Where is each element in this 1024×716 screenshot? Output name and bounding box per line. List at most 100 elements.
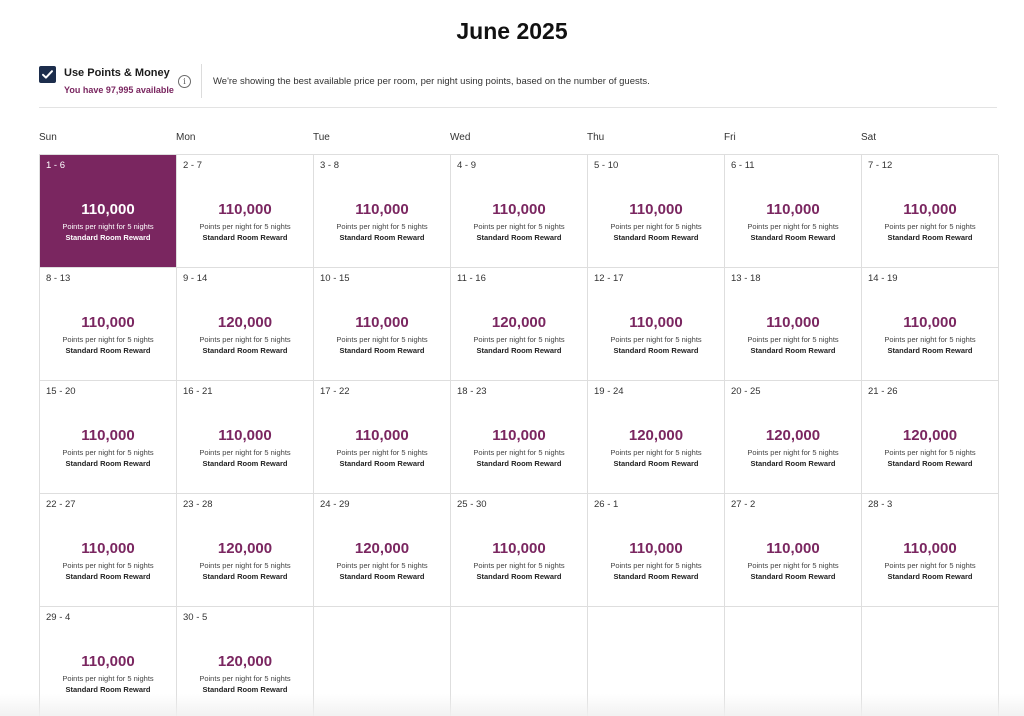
points-price: 110,000 — [492, 540, 546, 557]
weekday-label: Sat — [861, 132, 877, 143]
reward-type-label: Standard Room Reward — [613, 459, 699, 468]
weekday-label: Thu — [587, 132, 605, 143]
calendar-day-cell[interactable]: 14 - 19 110,000 Points per night for 5 nig… — [862, 268, 999, 381]
calendar-day-cell[interactable]: 15 - 20 110,000 Points per night for 5 nig… — [40, 381, 177, 494]
calendar-day-cell[interactable]: 18 - 23 110,000 Points per night for 5 nig… — [451, 381, 588, 494]
date-range-label: 6 - 11 — [731, 160, 755, 171]
calendar-day-cell[interactable]: 28 - 3 110,000 Points per night for 5 nigh… — [862, 494, 999, 607]
weekday-label: Wed — [450, 132, 471, 143]
reward-type-label: Standard Room Reward — [750, 346, 836, 355]
calendar-day-cell[interactable]: 8 - 13 110,000 Points per night for 5 nigh… — [40, 268, 177, 381]
calendar-day-cell[interactable]: 26 - 1 110,000 Points per night for 5 nigh… — [588, 494, 725, 607]
calendar-day-cell[interactable]: 25 - 30 110,000 Points per night for 5 nig… — [451, 494, 588, 607]
calendar-day-cell[interactable]: 13 - 18 110,000 Points per night for 5 nig… — [725, 268, 862, 381]
calendar-day-cell[interactable]: 17 - 22 110,000 Points per night for 5 nig… — [314, 381, 451, 494]
date-range-label: 8 - 13 — [46, 273, 71, 284]
points-per-night-note: Points per night for 5 nights — [610, 561, 702, 570]
calendar-empty-cell — [314, 607, 451, 716]
calendar: Sun Mon Tue Wed Thu Fri Sat 1 - 6 110,000… — [39, 126, 999, 716]
date-range-label: 13 - 18 — [731, 273, 761, 284]
points-price: 110,000 — [903, 540, 957, 557]
calendar-day-cell[interactable]: 24 - 29 120,000 Points per night for 5 nig… — [314, 494, 451, 607]
calendar-day-cell[interactable]: 22 - 27 110,000 Points per night for 5 nig… — [40, 494, 177, 607]
points-price: 110,000 — [81, 201, 135, 218]
date-range-label: 16 - 21 — [183, 386, 213, 397]
use-points-checkbox[interactable] — [39, 66, 56, 83]
points-per-night-note: Points per night for 5 nights — [747, 561, 839, 570]
calendar-day-cell[interactable]: 1 - 6 110,000 Points per night for 5 night… — [40, 155, 177, 268]
date-range-label: 26 - 1 — [594, 499, 619, 510]
calendar-day-cell[interactable]: 4 - 9 110,000 Points per night for 5 night… — [451, 155, 588, 268]
reward-type-label: Standard Room Reward — [476, 572, 562, 581]
calendar-day-cell[interactable]: 6 - 11 110,000 Points per night for 5 nigh… — [725, 155, 862, 268]
reward-type-label: Standard Room Reward — [65, 233, 151, 242]
points-per-night-note: Points per night for 5 nights — [62, 222, 154, 231]
calendar-day-cell[interactable]: 21 - 26 120,000 Points per night for 5 nig… — [862, 381, 999, 494]
points-price: 110,000 — [492, 427, 546, 444]
points-per-night-note: Points per night for 5 nights — [336, 448, 428, 457]
reward-type-label: Standard Room Reward — [613, 572, 699, 581]
points-available-text: You have 97,995 available — [64, 85, 174, 95]
calendar-day-cell[interactable]: 23 - 28 120,000 Points per night for 5 nig… — [177, 494, 314, 607]
date-range-label: 11 - 16 — [457, 273, 486, 284]
points-price: 120,000 — [765, 427, 821, 444]
reward-type-label: Standard Room Reward — [202, 233, 288, 242]
points-per-night-note: Points per night for 5 nights — [884, 448, 976, 457]
date-range-label: 10 - 15 — [320, 273, 350, 284]
calendar-empty-cell — [451, 607, 588, 716]
points-price: 110,000 — [629, 201, 683, 218]
calendar-day-cell[interactable]: 16 - 21 110,000 Points per night for 5 nig… — [177, 381, 314, 494]
points-price: 110,000 — [218, 427, 272, 444]
calendar-day-cell[interactable]: 5 - 10 110,000 Points per night for 5 nigh… — [588, 155, 725, 268]
reward-type-label: Standard Room Reward — [202, 572, 288, 581]
points-price: 110,000 — [903, 314, 957, 331]
divider — [201, 64, 202, 98]
calendar-day-cell[interactable]: 7 - 12 110,000 Points per night for 5 nigh… — [862, 155, 999, 268]
reward-type-label: Standard Room Reward — [887, 346, 973, 355]
points-per-night-note: Points per night for 5 nights — [884, 561, 976, 570]
reward-type-label: Standard Room Reward — [339, 459, 425, 468]
points-price: 120,000 — [354, 540, 410, 557]
reward-type-label: Standard Room Reward — [202, 459, 288, 468]
calendar-day-cell[interactable]: 11 - 16 120,000 Points per night for 5 nig… — [451, 268, 588, 381]
calendar-day-cell[interactable]: 2 - 7 110,000 Points per night for 5 night… — [177, 155, 314, 268]
points-price: 110,000 — [81, 427, 135, 444]
info-icon[interactable]: i — [178, 75, 191, 88]
date-range-label: 21 - 26 — [868, 386, 898, 397]
calendar-day-cell[interactable]: 27 - 2 110,000 Points per night for 5 nigh… — [725, 494, 862, 607]
reward-type-label: Standard Room Reward — [65, 572, 151, 581]
date-range-label: 19 - 24 — [594, 386, 624, 397]
reward-type-label: Standard Room Reward — [65, 459, 151, 468]
date-range-label: 22 - 27 — [46, 499, 76, 510]
calendar-day-cell[interactable]: 12 - 17 110,000 Points per night for 5 nig… — [588, 268, 725, 381]
date-range-label: 17 - 22 — [320, 386, 350, 397]
points-price: 120,000 — [217, 653, 273, 670]
date-range-label: 12 - 17 — [594, 273, 624, 284]
calendar-day-cell[interactable]: 30 - 5 120,000 Points per night for 5 nigh… — [177, 607, 314, 716]
calendar-day-cell[interactable]: 19 - 24 120,000 Points per night for 5 nig… — [588, 381, 725, 494]
pricing-info-text: We're showing the best available price p… — [213, 76, 650, 87]
date-range-label: 18 - 23 — [457, 386, 487, 397]
points-per-night-note: Points per night for 5 nights — [747, 335, 839, 344]
use-points-label[interactable]: Use Points & Money — [64, 67, 170, 79]
calendar-day-cell[interactable]: 3 - 8 110,000 Points per night for 5 night… — [314, 155, 451, 268]
points-price: 120,000 — [628, 427, 684, 444]
date-range-label: 14 - 19 — [868, 273, 898, 284]
date-range-label: 30 - 5 — [183, 612, 208, 623]
calendar-day-cell[interactable]: 10 - 15 110,000 Points per night for 5 nig… — [314, 268, 451, 381]
date-range-label: 15 - 20 — [46, 386, 76, 397]
calendar-day-cell[interactable]: 29 - 4 110,000 Points per night for 5 nigh… — [40, 607, 177, 716]
reward-type-label: Standard Room Reward — [476, 346, 562, 355]
reward-type-label: Standard Room Reward — [887, 459, 973, 468]
date-range-label: 29 - 4 — [46, 612, 71, 623]
points-price: 110,000 — [629, 314, 683, 331]
points-per-night-note: Points per night for 5 nights — [62, 561, 154, 570]
calendar-day-cell[interactable]: 20 - 25 120,000 Points per night for 5 nig… — [725, 381, 862, 494]
reward-type-label: Standard Room Reward — [750, 572, 836, 581]
points-price: 110,000 — [629, 540, 683, 557]
points-per-night-note: Points per night for 5 nights — [62, 448, 154, 457]
calendar-empty-cell — [588, 607, 725, 716]
weekday-label: Fri — [724, 132, 736, 143]
calendar-day-cell[interactable]: 9 - 14 120,000 Points per night for 5 nigh… — [177, 268, 314, 381]
points-price: 110,000 — [355, 314, 409, 331]
